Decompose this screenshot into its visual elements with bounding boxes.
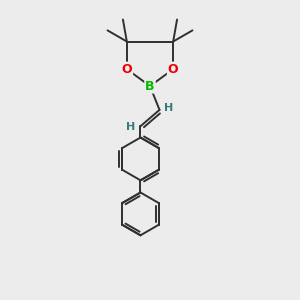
Text: H: H: [126, 122, 136, 132]
Text: O: O: [122, 63, 132, 76]
Text: H: H: [164, 103, 174, 113]
Text: O: O: [168, 63, 178, 76]
Text: B: B: [145, 80, 155, 93]
